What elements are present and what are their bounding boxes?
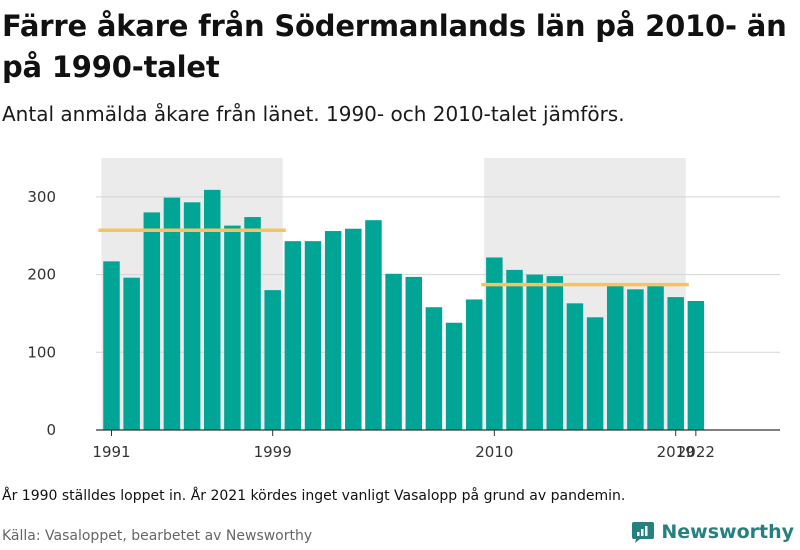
average-lines (98, 228, 689, 287)
brand-name: Newsworthy (661, 521, 794, 543)
bar-2010 (486, 257, 503, 430)
source-credit: Källa: Vasaloppet, bearbetet av Newswort… (2, 528, 313, 544)
bar-1994 (163, 197, 181, 430)
bar-2003 (345, 228, 362, 430)
newsworthy-icon (632, 522, 655, 543)
bar-1996 (204, 189, 221, 430)
bar-2009 (465, 299, 483, 430)
bar-1991 (103, 261, 120, 430)
y-tick-label: 200 (27, 266, 56, 284)
bar-2022 (687, 300, 705, 430)
bar-2011 (506, 269, 523, 430)
brand-logo: Newsworthy (631, 520, 794, 544)
bar-2018 (647, 283, 664, 430)
bar-2006 (405, 276, 422, 430)
x-tick-label: 2010 (475, 443, 513, 461)
bar-2001 (304, 241, 322, 430)
bars (103, 189, 705, 430)
bar-2007 (425, 307, 443, 430)
bar-1998 (244, 217, 261, 430)
bar-2008 (445, 322, 463, 430)
bar-2000 (284, 241, 302, 430)
bar-1995 (183, 202, 201, 430)
y-axis: 0 100 200 300 (27, 188, 56, 439)
chart-subtitle: Antal anmälda åkare från länet. 1990- oc… (2, 102, 625, 126)
bar-1993 (143, 212, 161, 430)
bar-2014 (566, 303, 584, 430)
footnote: År 1990 ställdes loppet in. År 2021 körd… (2, 488, 626, 504)
y-tick-label: 0 (46, 421, 56, 439)
bar-2013 (546, 276, 564, 430)
chart-title: Färre åkare från Södermanlands län på 20… (2, 9, 787, 84)
bar-1997 (224, 225, 241, 430)
x-tick-label: 1991 (92, 443, 130, 461)
y-tick-label: 300 (27, 188, 56, 206)
bar-2012 (526, 274, 543, 430)
x-tick-label: 2019 (657, 443, 695, 461)
bar-2019 (667, 297, 684, 430)
y-tick-label: 100 (27, 343, 56, 361)
bar-2016 (607, 284, 624, 430)
bar-1992 (123, 277, 140, 430)
x-tick-label: 2022 (677, 443, 715, 461)
bar-2015 (586, 317, 604, 430)
bar-1999 (264, 290, 281, 430)
bar-2017 (627, 289, 644, 430)
bar-2004 (365, 220, 382, 430)
bar-2005 (385, 273, 402, 430)
bar-2002 (324, 231, 342, 430)
x-tick-label: 1999 (254, 443, 292, 461)
